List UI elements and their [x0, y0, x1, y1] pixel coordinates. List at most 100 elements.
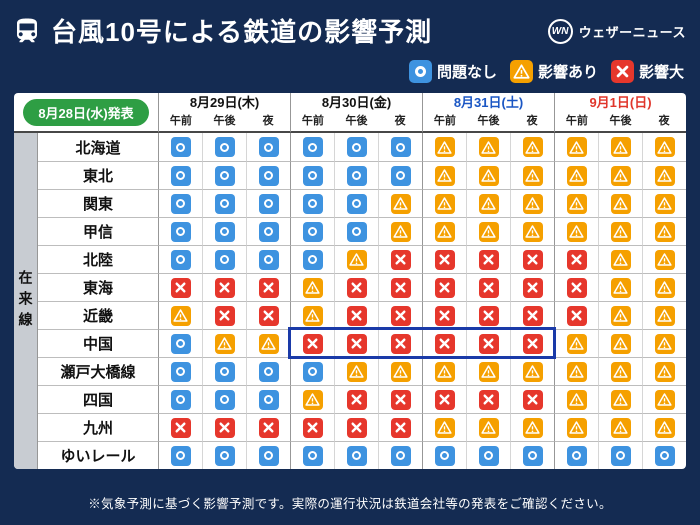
forecast-cell — [422, 357, 466, 385]
forecast-cell — [466, 413, 510, 441]
no-problem-icon — [654, 445, 675, 466]
impact-icon — [654, 417, 675, 438]
major-impact-icon — [346, 277, 367, 298]
page-title: 台風10号による鉄道の影響予測 — [51, 17, 433, 47]
major-impact-icon — [214, 417, 235, 438]
no-problem-icon — [258, 445, 279, 466]
no-problem-icon — [302, 193, 323, 214]
legend-label: 影響あり — [537, 64, 598, 81]
forecast-cell — [158, 273, 202, 301]
forecast-cell — [246, 301, 290, 329]
forecast-cell — [290, 413, 334, 441]
announcement-badge: 8月28日(水)発表 — [23, 98, 149, 126]
forecast-cell — [510, 413, 554, 441]
impact-icon — [654, 305, 675, 326]
time-slot-label: 午後 — [609, 114, 632, 127]
time-slot-label: 夜 — [394, 114, 406, 127]
impact-icon — [610, 361, 631, 382]
forecast-cell — [158, 413, 202, 441]
legend-item: 問題なし — [408, 60, 497, 83]
major-impact-icon — [566, 249, 587, 270]
forecast-cell — [378, 189, 422, 217]
forecast-cell — [246, 357, 290, 385]
forecast-cell — [290, 133, 334, 161]
impact-icon — [654, 137, 675, 157]
forecast-cell — [290, 273, 334, 301]
impact-icon — [302, 389, 323, 410]
forecast-cell — [334, 217, 378, 245]
impact-icon — [566, 389, 587, 410]
impact-icon — [610, 137, 631, 157]
forecast-cell — [422, 245, 466, 273]
region-name: 中国 — [38, 329, 158, 357]
impact-icon — [610, 417, 631, 438]
train-icon — [12, 16, 42, 46]
no-problem-icon — [170, 445, 191, 466]
major-impact-icon — [346, 305, 367, 326]
forecast-cell — [554, 413, 598, 441]
forecast-cell — [466, 329, 510, 357]
forecast-cell — [290, 245, 334, 273]
forecast-cell — [598, 413, 642, 441]
forecast-cell — [334, 441, 378, 469]
no-problem-icon — [258, 193, 279, 214]
no-problem-icon — [170, 361, 191, 382]
forecast-cell — [554, 189, 598, 217]
forecast-cell — [510, 273, 554, 301]
region-name: 近畿 — [38, 301, 158, 329]
forecast-cell — [334, 189, 378, 217]
forecast-cell — [422, 413, 466, 441]
forecast-cell — [246, 189, 290, 217]
forecast-cell — [510, 441, 554, 469]
forecast-cell — [510, 385, 554, 413]
impact-icon — [610, 249, 631, 270]
title-wrap: 台風10号による鉄道の影響予測 — [12, 12, 432, 49]
forecast-cell — [598, 245, 642, 273]
forecast-cell — [158, 385, 202, 413]
forecast-cell — [158, 329, 202, 357]
forecast-cell — [642, 245, 686, 273]
forecast-cell — [202, 385, 246, 413]
time-slot-label: 夜 — [526, 114, 538, 127]
forecast-cell — [642, 161, 686, 189]
no-problem-icon — [346, 445, 367, 466]
impact-icon — [478, 361, 499, 382]
no-problem-icon — [258, 389, 279, 410]
forecast-cell — [202, 161, 246, 189]
major-impact-icon — [346, 389, 367, 410]
forecast-cell — [378, 357, 422, 385]
no-problem-icon — [346, 137, 367, 157]
legend: 問題なし 影響あり 影響大 — [0, 49, 700, 83]
forecast-cell — [290, 329, 334, 357]
no-problem-icon — [302, 221, 323, 242]
forecast-cell — [334, 385, 378, 413]
impact-icon — [566, 137, 587, 157]
forecast-table-card: 8月28日(水)発表 8月29日(木) 午前 午後夜 8月30日(金) 午前 午後夜 8月31… — [14, 93, 686, 469]
forecast-cell — [246, 413, 290, 441]
forecast-cell — [510, 217, 554, 245]
time-slot-label: 午前 — [301, 114, 324, 127]
forecast-cell — [334, 273, 378, 301]
forecast-cell — [510, 133, 554, 161]
forecast-cell — [510, 301, 554, 329]
forecast-cell — [158, 301, 202, 329]
forecast-cell — [422, 217, 466, 245]
forecast-cell — [246, 161, 290, 189]
forecast-cell — [642, 329, 686, 357]
major-impact-icon — [214, 277, 235, 298]
date-label: 8月30日(金) — [321, 95, 392, 111]
legend-item: 影響大 — [610, 60, 684, 83]
no-problem-icon — [214, 221, 235, 242]
impact-icon — [434, 221, 455, 242]
forecast-cell — [642, 273, 686, 301]
impact-icon — [654, 221, 675, 242]
no-problem-icon — [390, 165, 411, 186]
forecast-cell — [642, 189, 686, 217]
forecast-cell — [510, 245, 554, 273]
legend-item: 影響あり — [509, 60, 598, 83]
forecast-cell — [466, 161, 510, 189]
impact-icon — [258, 333, 279, 354]
major-impact-icon — [522, 249, 543, 270]
forecast-cell — [378, 273, 422, 301]
major-impact-icon — [522, 333, 543, 354]
